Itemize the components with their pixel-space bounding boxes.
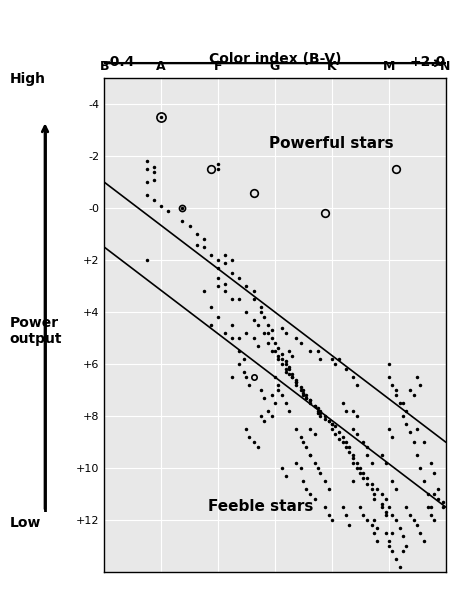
- Text: +2.0: +2.0: [410, 55, 446, 69]
- Text: Feeble stars: Feeble stars: [208, 500, 313, 515]
- Text: -0.4: -0.4: [104, 55, 135, 69]
- Text: Color index (B-V): Color index (B-V): [209, 52, 341, 66]
- Text: Power
output: Power output: [9, 316, 62, 346]
- Text: High: High: [9, 72, 46, 86]
- Text: Powerful stars: Powerful stars: [270, 135, 394, 150]
- Text: Low: Low: [9, 516, 41, 530]
